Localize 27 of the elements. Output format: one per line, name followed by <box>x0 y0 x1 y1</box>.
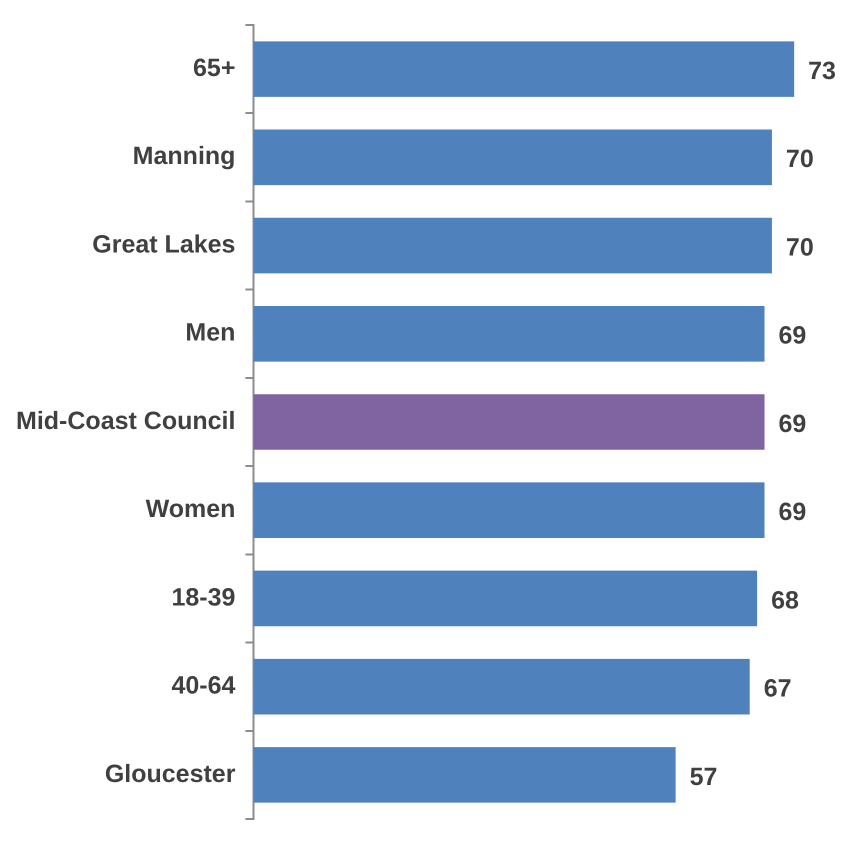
data-label: 57 <box>690 762 718 791</box>
data-label: 69 <box>778 410 806 438</box>
bar <box>253 41 794 97</box>
bar <box>253 306 765 362</box>
y-tick-label: 18-39 <box>171 583 236 612</box>
data-label: 70 <box>786 145 814 174</box>
data-label: 67 <box>764 674 792 703</box>
bar <box>253 130 772 186</box>
data-label: 68 <box>771 586 800 614</box>
bar <box>253 658 750 714</box>
bar <box>253 218 772 274</box>
y-tick-label: 65+ <box>193 54 236 82</box>
bar <box>253 482 765 538</box>
y-tick-label: Mid-Coast Council <box>16 406 236 435</box>
bar <box>253 747 676 803</box>
data-label: 73 <box>808 57 836 85</box>
y-tick-label: Men <box>185 318 236 347</box>
y-tick-label: Manning <box>132 142 236 170</box>
y-tick-label: Gloucester <box>104 760 236 788</box>
y-tick-label: Women <box>146 495 236 524</box>
y-tick-label: 40-64 <box>171 672 236 700</box>
data-label: 69 <box>778 498 806 526</box>
data-label: 69 <box>778 322 806 350</box>
bar <box>253 394 765 450</box>
data-label: 70 <box>786 233 814 262</box>
y-tick-label: Great Lakes <box>92 230 236 258</box>
bar <box>253 570 758 626</box>
